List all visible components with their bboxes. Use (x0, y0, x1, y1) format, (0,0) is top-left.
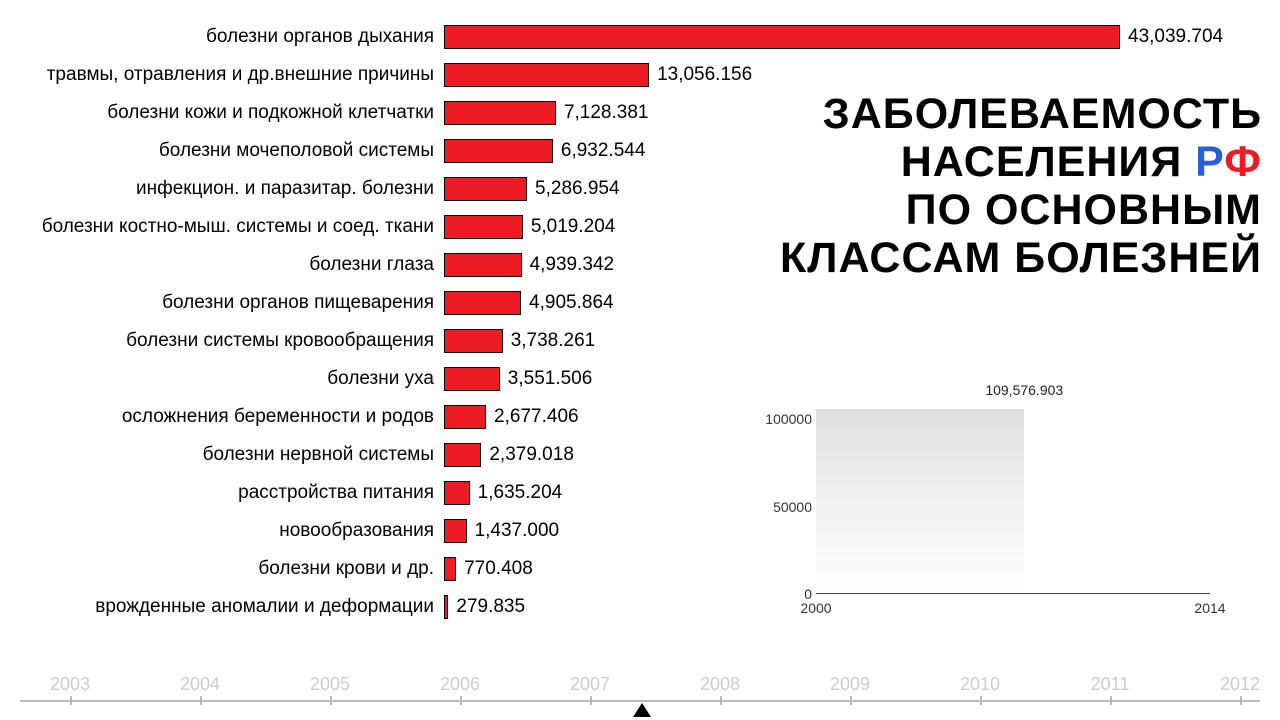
bar-label: болезни органов пищеварения (0, 292, 444, 314)
timeline-year-label: 2012 (1220, 674, 1260, 695)
timeline-year-label: 2005 (310, 674, 350, 695)
title-accent-r: Р (1195, 138, 1224, 186)
bar-row: травмы, отравления и др.внешние причины 1… (0, 56, 1260, 94)
bar-fill (444, 291, 521, 315)
inset-area-fill (816, 409, 1024, 593)
bar-value: 770.408 (464, 558, 533, 580)
bar-value: 4,905.864 (529, 292, 614, 314)
bar-fill (444, 253, 522, 277)
timeline-marker-icon (633, 703, 651, 717)
bar-fill (444, 367, 500, 391)
bar-label: новообразования (0, 520, 444, 542)
title-accent-f: Ф (1224, 138, 1262, 186)
bar-value: 2,677.406 (494, 406, 579, 428)
bar-label: инфекцион. и паразитар. болезни (0, 178, 444, 200)
title-line-4: КЛАССАМ БОЛЕЗНЕЙ (702, 234, 1262, 282)
bar-label: болезни мочеполовой системы (0, 140, 444, 162)
bar-label: осложнения беременности и родов (0, 406, 444, 428)
timeline-year-label: 2008 (700, 674, 740, 695)
bar-fill (444, 481, 470, 505)
inset-current-value: 109,576.903 (985, 382, 1063, 398)
bar-track: 13,056.156 (444, 63, 1260, 87)
timeline-tick (200, 696, 202, 705)
bar-track: 43,039.704 (444, 25, 1260, 49)
bar-row: болезни органов пищеварения 4,905.864 (0, 284, 1260, 322)
timeline-tick (460, 696, 462, 705)
title-line-3: ПО ОСНОВНЫМ (702, 186, 1262, 234)
bar-label: травмы, отравления и др.внешние причины (0, 64, 444, 86)
timeline-tick (1110, 696, 1112, 705)
timeline-tick (980, 696, 982, 705)
inset-ytick: 50000 (756, 499, 812, 515)
bar-fill (444, 101, 556, 125)
bar-fill (444, 139, 553, 163)
bar-value: 5,286.954 (535, 178, 620, 200)
bar-value: 1,635.204 (478, 482, 563, 504)
bar-value: 6,932.544 (561, 140, 646, 162)
bar-fill (444, 405, 486, 429)
inset-plot-area: 109,576.903 (816, 384, 1210, 594)
bar-label: болезни костно-мыш. системы и соед. ткан… (0, 216, 444, 238)
inset-xtick: 2014 (1194, 600, 1225, 616)
bar-fill (444, 443, 481, 467)
bar-value: 4,939.342 (530, 254, 615, 276)
bar-fill (444, 25, 1120, 49)
inset-total-chart: 109,576.903 05000010000020002014 (756, 384, 1210, 624)
bar-row: болезни системы кровообращения 3,738.261 (0, 322, 1260, 360)
bar-fill (444, 519, 467, 543)
bar-fill (444, 63, 649, 87)
inset-xtick: 2000 (800, 600, 831, 616)
bar-fill (444, 557, 456, 581)
bar-label: болезни системы кровообращения (0, 330, 444, 352)
timeline-year-label: 2007 (570, 674, 610, 695)
bar-track: 4,905.864 (444, 291, 1260, 315)
timeline-year-label: 2006 (440, 674, 480, 695)
bar-label: врожденные аномалии и деформации (0, 596, 444, 618)
timeline-tick (720, 696, 722, 705)
timeline-tick (330, 696, 332, 705)
bar-fill (444, 177, 527, 201)
bar-label: болезни кожи и подкожной клетчатки (0, 102, 444, 124)
timeline-tick (850, 696, 852, 705)
bar-fill (444, 329, 503, 353)
timeline-year-label: 2011 (1091, 674, 1130, 695)
bar-value: 2,379.018 (489, 444, 574, 466)
timeline-tick (70, 696, 72, 705)
bar-fill (444, 595, 448, 619)
timeline-year-label: 2004 (180, 674, 220, 695)
bar-label: болезни нервной системы (0, 444, 444, 466)
timeline-tick (590, 696, 592, 705)
chart-title: ЗАБОЛЕВАЕМОСТЬ НАСЕЛЕНИЯ РФ ПО ОСНОВНЫМ … (702, 90, 1262, 283)
bar-label: болезни глаза (0, 254, 444, 276)
bar-label: болезни крови и др. (0, 558, 444, 580)
timeline-year-label: 2003 (50, 674, 90, 695)
timeline-year-label: 2009 (830, 674, 870, 695)
bar-value: 13,056.156 (657, 64, 752, 86)
title-line-1: ЗАБОЛЕВАЕМОСТЬ (702, 90, 1262, 138)
bar-value: 3,551.506 (508, 368, 593, 390)
bar-label: расстройства питания (0, 482, 444, 504)
bar-value: 3,738.261 (511, 330, 596, 352)
timeline-tick (1240, 696, 1242, 705)
year-timeline: 2003 2004 2005 2006 2007 2008 2009 2010 2011 2012 (20, 670, 1260, 720)
bar-track: 3,738.261 (444, 329, 1260, 353)
title-line-2: НАСЕЛЕНИЯ РФ (702, 138, 1262, 186)
bar-label: болезни уха (0, 368, 444, 390)
bar-fill (444, 215, 523, 239)
bar-label: болезни органов дыхания (0, 26, 444, 48)
timeline-axis-line (20, 700, 1260, 702)
bar-row: болезни органов дыхания 43,039.704 (0, 18, 1260, 56)
bar-value: 43,039.704 (1128, 26, 1223, 48)
timeline-year-label: 2010 (960, 674, 1000, 695)
inset-ytick: 100000 (756, 411, 812, 427)
bar-value: 7,128.381 (564, 102, 649, 124)
bar-value: 279.835 (456, 596, 525, 618)
bar-value: 1,437.000 (475, 520, 560, 542)
bar-value: 5,019.204 (531, 216, 616, 238)
